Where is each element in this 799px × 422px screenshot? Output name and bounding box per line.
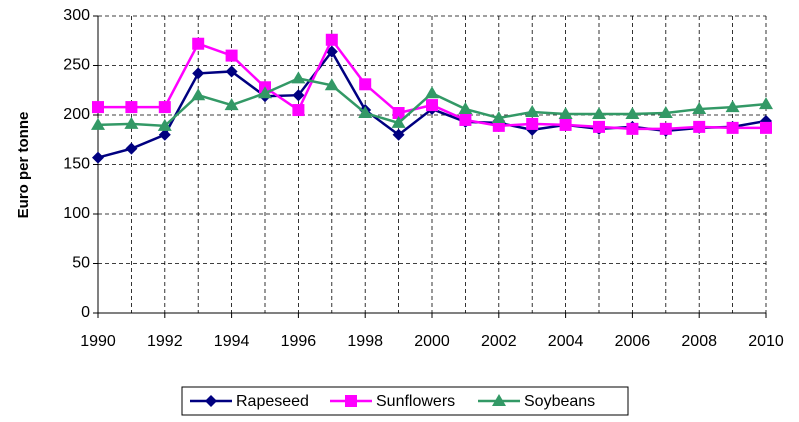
legend-label: Soybeans: [524, 393, 595, 410]
legend-box: [181, 386, 629, 416]
y-tick-label: 300: [63, 7, 90, 24]
marker: [258, 86, 272, 99]
marker: [726, 121, 739, 134]
marker: [492, 394, 506, 406]
marker: [224, 98, 239, 111]
y-tick-label: 50: [72, 255, 90, 272]
marker: [292, 89, 305, 102]
marker: [426, 99, 438, 112]
marker: [391, 115, 406, 128]
marker: [659, 122, 672, 135]
x-tick-label: 2002: [481, 333, 517, 350]
marker: [759, 97, 773, 110]
marker: [191, 88, 206, 101]
x-tick-label: 1996: [281, 333, 317, 350]
marker: [158, 101, 171, 114]
marker: [225, 65, 238, 78]
y-tick-label: 150: [63, 156, 90, 173]
marker: [124, 116, 139, 129]
marker: [625, 107, 640, 120]
x-tick-label: 1998: [347, 333, 383, 350]
x-tick-label: 2000: [414, 333, 450, 350]
x-tick-label: 2004: [548, 333, 584, 350]
marker: [525, 105, 540, 118]
y-tick-label: 200: [63, 106, 90, 123]
marker: [324, 78, 339, 91]
x-tick-label: 1990: [80, 333, 116, 350]
marker: [626, 122, 639, 135]
marker: [692, 102, 707, 115]
marker: [325, 33, 338, 46]
marker: [291, 71, 306, 84]
marker: [345, 395, 357, 407]
marker: [693, 120, 706, 133]
marker: [292, 104, 305, 117]
marker: [458, 102, 473, 115]
marker: [558, 107, 573, 120]
marker: [593, 120, 605, 133]
y-tick-label: 100: [63, 205, 90, 222]
x-tick-label: 1992: [147, 333, 183, 350]
marker: [392, 128, 405, 141]
marker: [225, 49, 238, 62]
marker: [658, 106, 673, 119]
marker: [158, 128, 171, 141]
marker: [359, 78, 372, 91]
y-axis-label: Euro per tonne: [15, 112, 32, 219]
legend-label: Sunflowers: [376, 393, 455, 410]
x-tick-label: 2008: [681, 333, 717, 350]
marker: [92, 101, 104, 114]
marker: [526, 117, 539, 130]
marker: [205, 395, 217, 407]
x-tick-label: 2006: [615, 333, 651, 350]
marker: [358, 106, 373, 119]
marker: [592, 107, 606, 120]
marker: [125, 101, 138, 114]
x-tick-label: 1994: [214, 333, 250, 350]
marker: [425, 86, 439, 99]
marker: [91, 117, 105, 130]
marker: [392, 107, 405, 120]
marker: [92, 151, 104, 164]
marker: [192, 67, 205, 80]
marker: [725, 100, 740, 113]
marker: [125, 142, 138, 155]
y-tick-label: 250: [63, 57, 90, 74]
marker: [559, 118, 572, 131]
marker: [491, 110, 506, 123]
y-tick-label: 0: [81, 304, 90, 321]
marker: [157, 118, 172, 131]
marker: [760, 121, 772, 134]
marker: [192, 37, 205, 50]
x-tick-label: 2010: [748, 333, 784, 350]
legend-label: Rapeseed: [236, 393, 309, 410]
marker: [459, 113, 472, 126]
